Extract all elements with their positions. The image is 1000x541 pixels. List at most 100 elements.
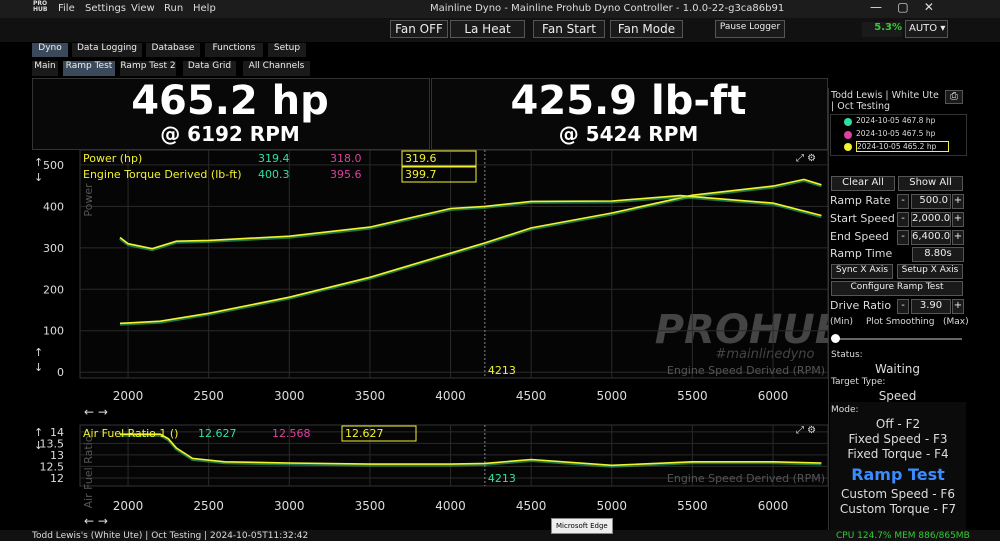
x-pan-arrows[interactable]: ← → <box>84 405 108 419</box>
slider-thumb[interactable] <box>831 334 840 343</box>
configure-button[interactable]: Configure Ramp Test <box>831 281 963 296</box>
mode-option[interactable]: Off - F2 <box>875 417 921 431</box>
run-entry[interactable]: 2024-10-05 467.5 hp <box>856 128 936 138</box>
power-readout-box <box>32 78 430 150</box>
increment[interactable]: + <box>952 299 964 314</box>
window-controls[interactable]: — ▢ ✕ <box>870 0 934 14</box>
x-tick-label: 5000 <box>597 499 628 513</box>
subtab[interactable]: Data Grid <box>183 61 236 76</box>
mode-option[interactable]: Ramp Test <box>851 465 945 484</box>
mode-option[interactable]: Fixed Speed - F3 <box>848 432 948 446</box>
legend-name: Engine Torque Derived (lb-ft) <box>83 168 241 181</box>
param-value[interactable]: 6,400.0 <box>911 230 951 245</box>
increment[interactable]: + <box>952 212 964 227</box>
run-dot <box>844 143 852 151</box>
subtab[interactable]: Main <box>32 61 58 76</box>
toolbar-button[interactable]: La Heat <box>450 20 525 38</box>
chart-tools[interactable]: ⤢ ⚙ <box>796 425 817 436</box>
increment[interactable]: + <box>952 230 964 245</box>
setup-x-button[interactable]: Setup X Axis <box>897 264 963 279</box>
window-title: Mainline Dyno - Mainline Prohub Dyno Con… <box>430 3 785 14</box>
toolbar-button[interactable]: Fan Start <box>533 20 605 38</box>
fan-mode: AUTO <box>909 23 938 34</box>
run-entry[interactable]: 2024-10-05 465.2 hp <box>856 141 950 152</box>
x-tick-label: 4500 <box>516 389 547 402</box>
toolbar-button[interactable]: Fan OFF <box>390 20 448 38</box>
x-tick-label: 5500 <box>677 389 708 402</box>
param-label: Ramp Rate <box>830 194 891 207</box>
status-bar <box>0 530 1000 541</box>
menu-item[interactable]: Help <box>193 3 216 14</box>
power-readout: 465.2 hp <box>131 78 329 124</box>
tab[interactable]: Functions <box>205 43 263 57</box>
fan-mode-select[interactable]: AUTO ▾ <box>905 20 948 38</box>
drive-ratio[interactable]: 3.90 <box>911 299 951 314</box>
x-tick-label: 6000 <box>758 499 789 513</box>
mode-option[interactable]: Custom Torque - F7 <box>839 502 957 516</box>
x-axis-label: Engine Speed Derived (RPM) <box>667 364 825 377</box>
toolbar-button[interactable]: Fan Mode <box>610 20 683 38</box>
smoothing-max: (Max) <box>943 317 969 327</box>
series-line <box>120 433 822 467</box>
x-pan-arrows[interactable]: ← → <box>84 514 108 528</box>
tab[interactable]: Data Logging <box>72 43 142 57</box>
y-zoom-arrows[interactable]: ↑ ↓ <box>34 346 44 374</box>
mode-option[interactable]: Custom Speed - F6 <box>841 487 955 501</box>
menu-item[interactable]: File <box>58 3 75 14</box>
series-shadow <box>119 195 822 252</box>
tooltip: Microsoft Edge <box>551 518 613 534</box>
y-tick-label: 400 <box>43 200 64 213</box>
y-zoom-arrows[interactable]: ↑ ↓ <box>34 156 44 184</box>
clear-all-button[interactable]: Clear All <box>831 176 895 191</box>
smoothing-slider[interactable] <box>834 338 962 340</box>
drive-ratio-label: Drive Ratio <box>830 299 892 312</box>
y-zoom-arrows[interactable]: ↑ ↓ <box>34 426 44 452</box>
decrement[interactable]: - <box>897 194 909 209</box>
decrement[interactable]: - <box>897 299 909 314</box>
param-value[interactable]: 500.0 <box>911 194 951 209</box>
x-tick-label: 2500 <box>193 499 224 513</box>
status-left: Todd Lewis's (White Ute) | Oct Testing |… <box>32 531 309 541</box>
tab[interactable]: Database <box>146 43 200 57</box>
ramp-time-label: Ramp Time <box>830 247 893 260</box>
tab[interactable]: Dyno <box>32 43 68 57</box>
y-tick-label: 14 <box>50 426 64 439</box>
sync-x-button[interactable]: Sync X Axis <box>831 264 893 279</box>
x-tick-label: 3000 <box>274 499 305 513</box>
increment[interactable]: + <box>952 194 964 209</box>
cursor-label: 4213 <box>488 364 516 377</box>
tab[interactable]: Setup <box>268 43 306 57</box>
ramp-time: 8.80s <box>912 247 964 262</box>
target-label: Target Type: <box>831 377 886 387</box>
run-list <box>830 114 967 156</box>
x-tick-label: 2000 <box>113 389 144 402</box>
subtab[interactable]: Ramp Test <box>63 61 115 76</box>
decrement[interactable]: - <box>897 230 909 245</box>
x-tick-label: 3000 <box>274 389 305 402</box>
mode-option[interactable]: Fixed Torque - F4 <box>847 447 949 461</box>
toolbar-button[interactable]: Pause Logger <box>715 20 785 38</box>
chart-tools[interactable]: ⤢ ⚙ <box>796 153 817 164</box>
power-chart: PROHUB#mainlinedyno 0 100 200 300 400 500 2000 2… <box>43 150 828 402</box>
show-all-button[interactable]: Show All <box>898 176 963 191</box>
menu-item[interactable]: View <box>131 3 155 14</box>
cursor-label: 4213 <box>488 472 516 485</box>
decrement[interactable]: - <box>897 212 909 227</box>
legend-box <box>341 425 417 442</box>
print-button[interactable]: ⎙ <box>945 90 963 104</box>
menu-item[interactable]: Settings <box>85 3 127 14</box>
menu-item[interactable]: Run <box>164 3 184 14</box>
run-entry[interactable]: 2024-10-05 467.8 hp <box>856 116 936 125</box>
status-label: Status: <box>831 350 863 360</box>
subtab[interactable]: Ramp Test 2 <box>120 61 176 76</box>
param-label: End Speed <box>830 230 889 243</box>
fan-percent: 5.3% <box>862 22 902 37</box>
run-dot <box>844 118 852 126</box>
y-tick-label: 13.5 <box>40 437 65 450</box>
subtab[interactable]: All Channels <box>243 61 310 76</box>
param-value[interactable]: 2,000.0 <box>911 212 951 227</box>
plot-area <box>79 424 828 487</box>
power-rpm: @ 6192 RPM <box>160 122 300 146</box>
